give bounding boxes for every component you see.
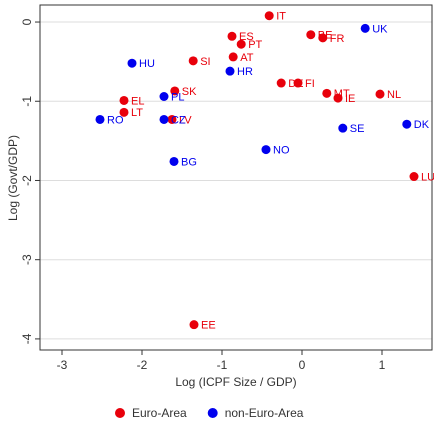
point-label: DK xyxy=(414,119,430,131)
x-tick-label: 0 xyxy=(299,358,306,372)
point xyxy=(159,91,169,101)
point xyxy=(189,320,199,330)
point xyxy=(375,89,385,99)
point xyxy=(402,119,412,129)
point xyxy=(170,86,180,96)
x-tick-label: -2 xyxy=(137,358,148,372)
x-tick-label: -1 xyxy=(217,358,228,372)
point-label: IE xyxy=(345,93,355,105)
y-tick-label: -2 xyxy=(20,175,34,186)
point-label: HR xyxy=(237,66,253,78)
point xyxy=(360,23,370,33)
point-label: LV xyxy=(179,114,192,126)
point xyxy=(322,88,332,98)
point-label: LU xyxy=(421,171,434,183)
point xyxy=(127,58,137,68)
point xyxy=(227,31,237,41)
point-label: HU xyxy=(139,58,155,70)
plot-frame xyxy=(39,4,433,351)
point xyxy=(409,172,419,182)
y-tick-label: 0 xyxy=(20,18,34,25)
point xyxy=(169,156,179,166)
point xyxy=(276,78,286,88)
point-label: PL xyxy=(171,91,184,103)
point-label: RO xyxy=(107,114,124,126)
point-label: CZ xyxy=(171,114,186,126)
x-tick-label: -3 xyxy=(57,358,68,372)
point-label: SE xyxy=(350,123,365,135)
x-tick-label: 1 xyxy=(379,358,386,372)
y-axis-label: Log (Govt/GDP) xyxy=(6,135,20,221)
point-label: AT xyxy=(240,52,254,64)
legend-label: Euro-Area xyxy=(132,406,187,420)
y-tick-label: -3 xyxy=(20,254,34,265)
legend-label: non-Euro-Area xyxy=(225,406,304,420)
point-label: NO xyxy=(273,144,290,156)
point xyxy=(318,33,328,43)
point xyxy=(264,11,274,21)
y-tick-label: -1 xyxy=(20,96,34,107)
point xyxy=(167,114,177,124)
point-label: SI xyxy=(200,56,210,68)
point xyxy=(236,39,246,49)
point-label: EL xyxy=(131,95,144,107)
point-label: NL xyxy=(387,89,401,101)
point xyxy=(159,114,169,124)
point xyxy=(261,145,271,155)
point xyxy=(119,95,129,105)
y-tick-label: -4 xyxy=(20,333,34,344)
legend-marker xyxy=(115,408,125,418)
point-label: FI xyxy=(305,78,315,90)
point xyxy=(225,66,235,76)
point-label: LT xyxy=(131,107,143,119)
point xyxy=(293,78,303,88)
point xyxy=(228,52,238,62)
point-label: SK xyxy=(182,86,197,98)
legend-marker xyxy=(207,408,218,418)
point xyxy=(306,30,316,40)
point-label: IT xyxy=(276,11,286,23)
point xyxy=(188,56,198,66)
point-label: UK xyxy=(372,23,388,35)
point-label: PT xyxy=(248,39,262,51)
x-axis-label: Log (ICPF Size / GDP) xyxy=(175,375,296,389)
point xyxy=(119,107,129,117)
point xyxy=(338,123,348,133)
point xyxy=(333,93,343,103)
point-label: EE xyxy=(201,320,216,332)
point-label: BG xyxy=(181,156,197,168)
point xyxy=(95,114,105,124)
point-label: FR xyxy=(330,33,345,45)
